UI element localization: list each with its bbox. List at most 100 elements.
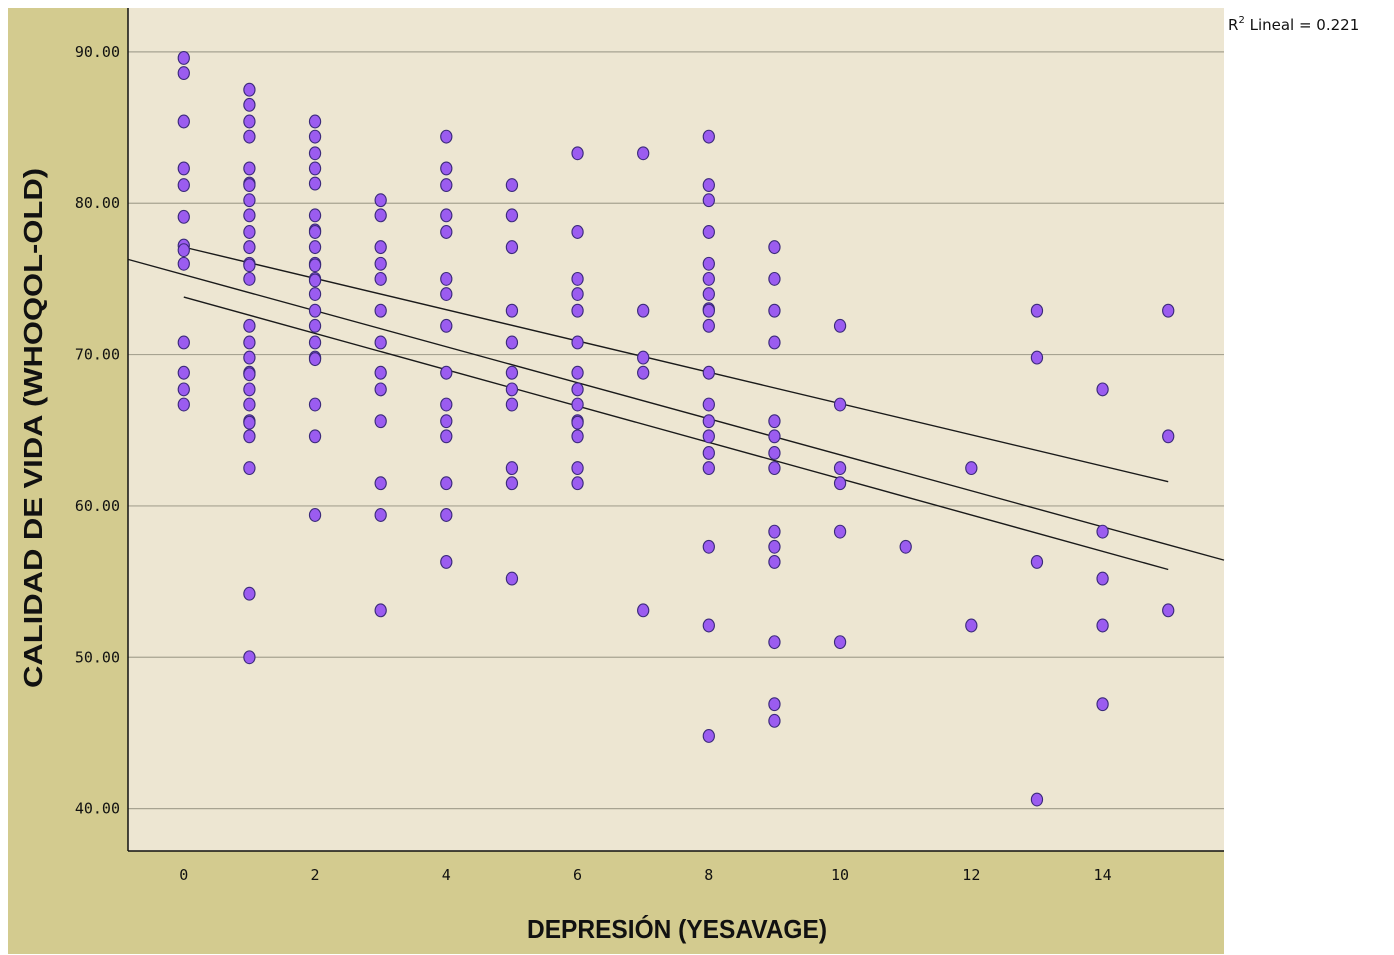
data-point bbox=[308, 240, 322, 255]
data-point bbox=[177, 161, 190, 176]
data-point bbox=[702, 287, 715, 301]
data-point bbox=[1030, 792, 1044, 807]
data-point bbox=[702, 618, 715, 633]
data-point bbox=[571, 382, 584, 397]
data-point bbox=[899, 539, 912, 554]
data-point bbox=[243, 193, 256, 208]
data-point bbox=[702, 303, 715, 318]
data-point bbox=[440, 414, 453, 429]
data-point bbox=[308, 287, 322, 301]
data-point bbox=[374, 271, 387, 286]
data-point bbox=[308, 273, 322, 288]
data-points bbox=[177, 50, 1175, 807]
data-point bbox=[768, 524, 781, 539]
data-point bbox=[308, 208, 322, 223]
data-point bbox=[308, 176, 322, 191]
data-point bbox=[243, 178, 256, 193]
data-point bbox=[177, 209, 190, 224]
data-point bbox=[702, 429, 715, 444]
data-point bbox=[243, 114, 256, 129]
y-tick-label: 70.00 bbox=[75, 346, 120, 364]
y-tick-label: 40.00 bbox=[75, 800, 120, 818]
data-point bbox=[177, 365, 190, 380]
data-point bbox=[308, 335, 322, 350]
data-point bbox=[571, 335, 584, 350]
data-point bbox=[768, 429, 781, 444]
data-point bbox=[1096, 524, 1109, 539]
data-point bbox=[768, 539, 781, 554]
data-point bbox=[1030, 554, 1044, 569]
data-point bbox=[374, 303, 387, 318]
data-point bbox=[243, 382, 256, 397]
data-point bbox=[571, 271, 584, 286]
x-tick-label: 4 bbox=[442, 866, 451, 884]
data-point bbox=[571, 287, 584, 301]
data-point bbox=[571, 461, 584, 476]
data-point bbox=[571, 415, 584, 430]
data-point bbox=[308, 258, 322, 273]
data-point bbox=[571, 365, 584, 380]
data-point bbox=[308, 397, 322, 412]
y-tick-labels: 40.00 50.00 60.00 70.00 80.00 90.00 bbox=[75, 43, 120, 818]
data-point bbox=[1030, 350, 1044, 365]
data-point bbox=[768, 446, 781, 460]
data-point bbox=[243, 258, 256, 273]
data-point bbox=[243, 586, 256, 601]
y-tick-label: 90.00 bbox=[75, 43, 120, 61]
data-point bbox=[374, 476, 387, 491]
data-point bbox=[308, 352, 322, 367]
data-point bbox=[1162, 603, 1175, 618]
data-point bbox=[440, 476, 453, 491]
data-point bbox=[308, 429, 322, 444]
data-point bbox=[177, 397, 190, 412]
data-point bbox=[768, 554, 781, 569]
data-point bbox=[702, 178, 715, 193]
data-point bbox=[505, 208, 519, 223]
data-point bbox=[833, 318, 847, 333]
data-point bbox=[243, 650, 256, 665]
x-tick-label: 0 bbox=[179, 866, 188, 884]
data-point bbox=[768, 697, 781, 712]
data-point bbox=[505, 571, 519, 586]
data-point bbox=[833, 524, 847, 539]
data-point bbox=[637, 146, 650, 161]
r2-prefix: R bbox=[1228, 16, 1238, 34]
data-point bbox=[702, 365, 715, 380]
data-point bbox=[768, 414, 781, 429]
y-tick-label: 50.00 bbox=[75, 648, 120, 666]
x-tick-labels: 0 2 4 6 8 10 12 14 bbox=[179, 866, 1111, 884]
data-point bbox=[702, 729, 715, 743]
data-point bbox=[243, 161, 256, 176]
data-point bbox=[505, 240, 519, 255]
data-point bbox=[637, 303, 650, 318]
x-tick-label: 8 bbox=[704, 866, 713, 884]
data-point bbox=[374, 193, 387, 208]
data-point bbox=[702, 225, 715, 239]
data-point bbox=[702, 397, 715, 412]
data-point bbox=[833, 397, 847, 412]
data-point bbox=[374, 240, 387, 255]
data-point bbox=[243, 208, 256, 223]
plot-area bbox=[128, 8, 1224, 851]
data-point bbox=[833, 461, 847, 476]
data-point bbox=[440, 554, 453, 569]
data-point bbox=[177, 382, 190, 397]
r2-value-text: Lineal = 0.221 bbox=[1245, 16, 1359, 34]
data-point bbox=[505, 397, 519, 412]
data-point bbox=[308, 508, 322, 522]
data-point bbox=[308, 225, 322, 239]
data-point bbox=[505, 303, 519, 318]
data-point bbox=[702, 129, 715, 144]
data-point bbox=[571, 397, 584, 412]
data-point bbox=[374, 508, 387, 522]
data-point bbox=[374, 208, 387, 223]
data-point bbox=[308, 129, 322, 144]
data-point bbox=[768, 713, 781, 728]
data-point bbox=[1096, 382, 1109, 397]
data-point bbox=[440, 271, 453, 286]
data-point bbox=[440, 161, 453, 176]
data-point bbox=[308, 303, 322, 318]
data-point bbox=[374, 335, 387, 350]
